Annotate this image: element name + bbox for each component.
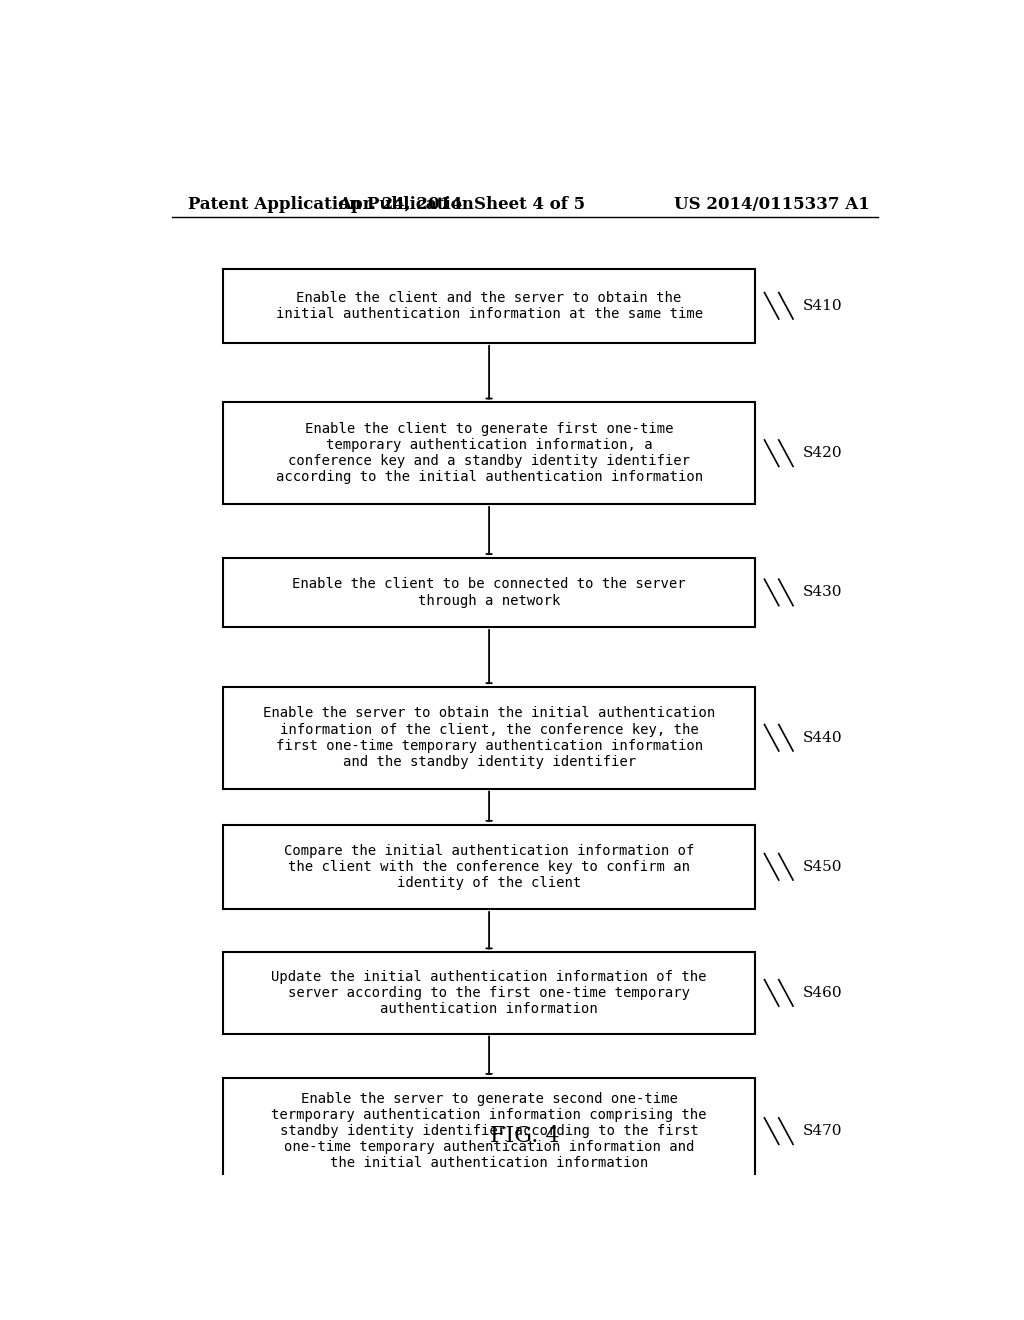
Text: US 2014/0115337 A1: US 2014/0115337 A1 (674, 195, 870, 213)
FancyBboxPatch shape (223, 952, 755, 1034)
FancyBboxPatch shape (223, 1077, 755, 1184)
Text: Patent Application Publication: Patent Application Publication (187, 195, 473, 213)
FancyBboxPatch shape (223, 825, 755, 909)
Text: Update the initial authentication information of the
server according to the fir: Update the initial authentication inform… (271, 970, 707, 1016)
Text: FIG. 4: FIG. 4 (490, 1125, 559, 1147)
Text: S470: S470 (803, 1125, 842, 1138)
FancyBboxPatch shape (223, 403, 755, 504)
Text: Enable the client and the server to obtain the
initial authentication informatio: Enable the client and the server to obta… (275, 290, 702, 321)
FancyBboxPatch shape (223, 269, 755, 343)
Text: Enable the server to generate second one-time
termporary authentication informat: Enable the server to generate second one… (271, 1092, 707, 1171)
Text: S460: S460 (803, 986, 842, 999)
FancyBboxPatch shape (223, 686, 755, 788)
Text: Enable the client to be connected to the server
through a network: Enable the client to be connected to the… (292, 577, 686, 607)
Text: S410: S410 (803, 298, 842, 313)
Text: S440: S440 (803, 731, 842, 744)
Text: Apr. 24, 2014  Sheet 4 of 5: Apr. 24, 2014 Sheet 4 of 5 (338, 195, 585, 213)
Text: Compare the initial authentication information of
the client with the conference: Compare the initial authentication infor… (284, 843, 694, 890)
Text: Enable the server to obtain the initial authentication
information of the client: Enable the server to obtain the initial … (263, 706, 715, 770)
Text: S430: S430 (803, 585, 842, 599)
Text: S450: S450 (803, 859, 842, 874)
FancyBboxPatch shape (223, 558, 755, 627)
Text: S420: S420 (803, 446, 842, 461)
Text: Enable the client to generate first one-time
temporary authentication informatio: Enable the client to generate first one-… (275, 422, 702, 484)
